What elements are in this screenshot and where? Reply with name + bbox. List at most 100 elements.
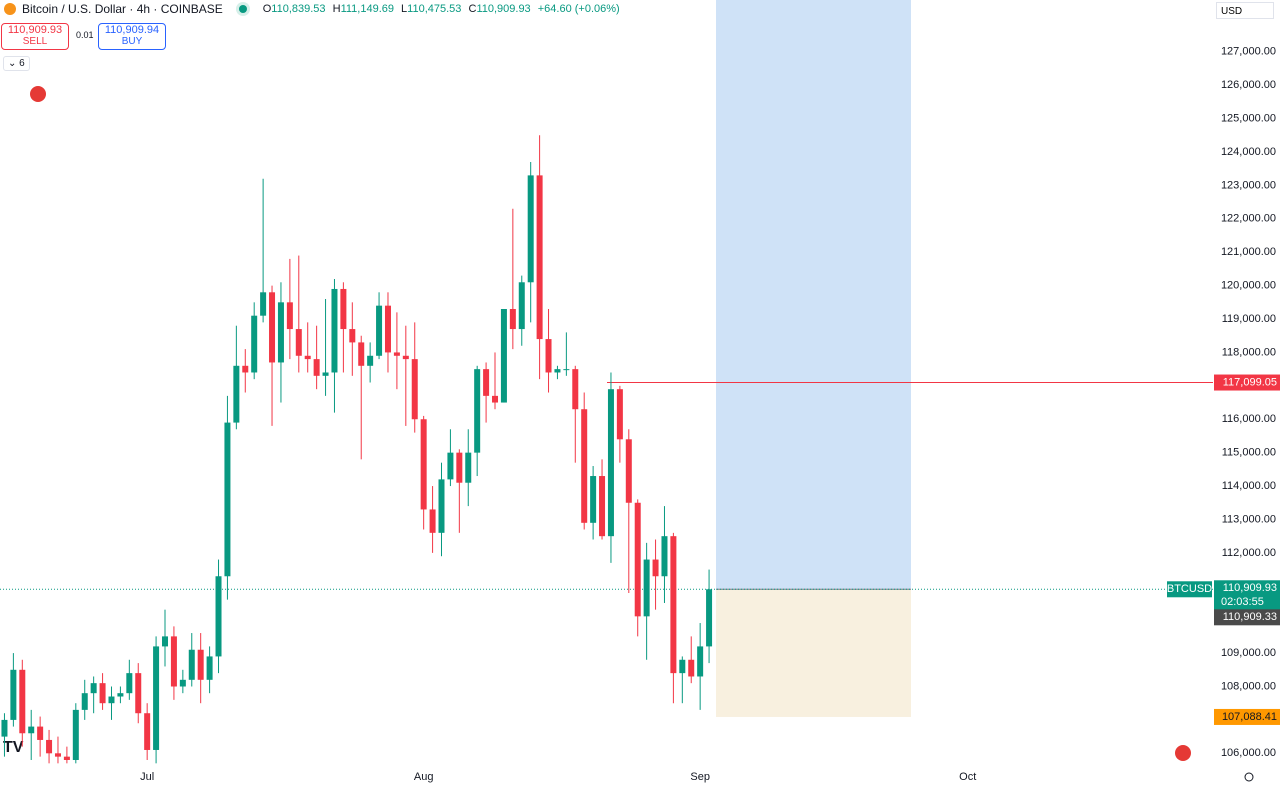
candle-body — [599, 476, 606, 537]
candle-body — [447, 452, 454, 480]
y-tick-label: 121,000.00 — [1221, 246, 1276, 258]
sell-label: SELL — [22, 36, 48, 47]
candle-body — [46, 739, 53, 754]
candle-body — [679, 659, 686, 674]
candle-body — [697, 646, 704, 677]
candle-body — [28, 726, 35, 734]
candle-body — [269, 292, 276, 363]
candle-body — [54, 753, 61, 757]
symbol-title[interactable]: Bitcoin / U.S. Dollar · 4h · COINBASE — [22, 2, 223, 16]
y-tick-label: 113,000.00 — [1222, 513, 1276, 525]
ohlc-value: 110,909.93 — [476, 3, 531, 15]
currency-select[interactable]: USD — [1216, 2, 1274, 19]
candle-body — [260, 292, 267, 316]
ohlc-key: H — [332, 3, 341, 15]
stop-label: 107,088.41 — [1222, 711, 1277, 723]
candle-body — [706, 589, 713, 647]
candle-body — [358, 342, 365, 366]
candle-body — [509, 309, 516, 330]
candle-body — [634, 502, 641, 617]
candle-body — [1, 719, 8, 737]
buy-button[interactable]: 110,909.94 BUY — [98, 23, 166, 50]
candle-body — [162, 636, 169, 647]
candle-body — [607, 389, 614, 537]
symbol-tag-bg — [1167, 581, 1212, 598]
buy-label: BUY — [121, 36, 143, 47]
symbol-tag: BTCUSD — [1167, 583, 1212, 595]
candle-body — [37, 726, 44, 740]
candle-body — [197, 649, 204, 680]
candle-body — [518, 282, 525, 330]
x-tick-label: Oct — [959, 771, 976, 783]
candle-body — [179, 679, 186, 687]
logo: TV — [3, 739, 24, 756]
alert-dot[interactable] — [1175, 745, 1191, 761]
candle-body — [474, 369, 481, 453]
header: Bitcoin / U.S. Dollar · 4h · COINBASE O1… — [4, 2, 624, 16]
y-tick-label: 109,000.00 — [1221, 647, 1276, 659]
y-tick-label: 116,000.00 — [1222, 413, 1276, 425]
candle-body — [206, 656, 213, 680]
y-tick-label: 127,000.00 — [1221, 46, 1276, 58]
candle-body — [108, 696, 115, 704]
candle-body — [688, 659, 695, 677]
candle-body — [500, 309, 507, 403]
candle-body — [188, 649, 195, 680]
candle-body — [661, 536, 668, 577]
ohlc-value: 110,839.53 — [271, 3, 326, 15]
candle-body — [304, 355, 311, 360]
ohlc-key: L — [401, 3, 408, 15]
candle-body — [286, 302, 293, 330]
y-tick-label: 112,000.00 — [1222, 547, 1276, 559]
candle-body — [572, 369, 579, 410]
candle-body — [153, 646, 160, 750]
indicator-count: 6 — [19, 58, 25, 69]
candle-body — [63, 756, 70, 760]
candle-body — [420, 419, 427, 510]
last-price-label-bg — [1214, 580, 1280, 611]
candle-body — [367, 355, 374, 366]
candle-body — [545, 339, 552, 373]
indicators-toggle[interactable]: ⌄ 6 — [3, 56, 30, 71]
candle-body — [135, 673, 142, 714]
change: +64.60 (+0.06%) — [537, 3, 620, 15]
candle-body — [72, 709, 79, 760]
candle-body — [99, 683, 106, 704]
candle-body — [295, 329, 302, 356]
candle-body — [90, 683, 97, 694]
hline-label-bg — [1214, 374, 1280, 391]
candle-body — [233, 365, 240, 423]
candle-body — [349, 329, 356, 343]
sell-button[interactable]: 110,909.93 SELL — [1, 23, 69, 50]
candle-body — [492, 395, 499, 403]
y-tick-label: 114,000.00 — [1222, 480, 1276, 492]
candle-body — [643, 559, 650, 617]
candle-body — [402, 355, 409, 360]
candle-body — [144, 713, 151, 750]
candle-body — [563, 369, 570, 371]
settings-icon[interactable] — [1244, 772, 1254, 782]
y-tick-label: 108,000.00 — [1221, 680, 1276, 692]
y-tick-label: 118,000.00 — [1222, 346, 1276, 358]
candle-body — [670, 536, 677, 674]
candle-body — [117, 693, 124, 697]
x-tick-label: Sep — [690, 771, 710, 783]
y-tick-label: 123,000.00 — [1221, 179, 1276, 191]
candle-body — [465, 452, 472, 483]
candle-body — [224, 422, 231, 577]
candle-body — [19, 669, 26, 734]
alert-dot[interactable] — [30, 86, 46, 102]
sell-price: 110,909.93 — [7, 24, 63, 36]
y-tick-label: 122,000.00 — [1221, 213, 1276, 225]
y-tick-label: 120,000.00 — [1221, 280, 1276, 292]
candle-body — [170, 636, 177, 687]
candle-body — [393, 352, 400, 356]
y-tick-label: 119,000.00 — [1222, 313, 1276, 325]
candle-body — [81, 693, 88, 710]
candle-body — [616, 389, 623, 440]
candle-body — [429, 509, 436, 533]
candle-body — [554, 369, 561, 373]
candle-body — [384, 305, 391, 353]
